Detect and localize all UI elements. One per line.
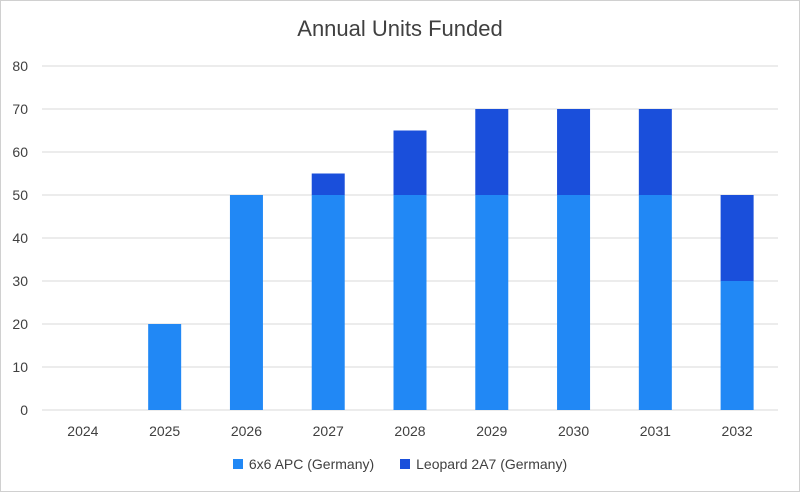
legend-item-6x6-apc: 6x6 APC (Germany)	[232, 456, 375, 472]
bar-6x6-apc-2030	[557, 195, 591, 410]
bar-leopard-2a7-2030	[557, 109, 591, 195]
x-tick-label: 2030	[558, 423, 589, 439]
y-tick-label: 60	[12, 144, 28, 160]
legend-item-leopard-2a7: Leopard 2A7 (Germany)	[400, 456, 567, 472]
x-tick-label: 2029	[476, 423, 507, 439]
y-tick-label: 70	[12, 101, 28, 117]
x-tick-label: 2024	[67, 423, 98, 439]
bar-6x6-apc-2032	[720, 281, 754, 410]
legend-label-leopard-2a7: Leopard 2A7 (Germany)	[416, 456, 568, 472]
chart-title: Annual Units Funded	[297, 16, 503, 41]
y-tick-label: 40	[12, 230, 28, 246]
legend: 6x6 APC (Germany) Leopard 2A7 (Germany)	[0, 456, 800, 472]
x-tick-label: 2026	[231, 423, 262, 439]
y-tick-label: 20	[12, 316, 28, 332]
bar-6x6-apc-2025	[148, 324, 182, 410]
x-tick-label: 2027	[313, 423, 344, 439]
bar-6x6-apc-2026	[229, 195, 263, 410]
bar-6x6-apc-2028	[393, 195, 427, 410]
x-tick-label: 2028	[394, 423, 425, 439]
legend-swatch-6x6-apc	[232, 459, 243, 469]
x-tick-label: 2031	[640, 423, 671, 439]
bar-leopard-2a7-2029	[475, 109, 509, 195]
bar-6x6-apc-2031	[638, 195, 672, 410]
bar-leopard-2a7-2028	[393, 130, 427, 195]
y-tick-label: 0	[20, 402, 28, 418]
bar-6x6-apc-2029	[475, 195, 509, 410]
bar-leopard-2a7-2031	[638, 109, 672, 195]
bar-6x6-apc-2027	[311, 195, 345, 410]
y-tick-label: 30	[12, 273, 28, 289]
legend-swatch-leopard-2a7	[400, 459, 411, 469]
y-tick-label: 50	[12, 187, 28, 203]
bar-leopard-2a7-2032	[720, 195, 754, 281]
x-tick-label: 2032	[722, 423, 753, 439]
y-tick-label: 10	[12, 359, 28, 375]
bar-leopard-2a7-2027	[311, 173, 345, 195]
y-tick-label: 80	[12, 58, 28, 74]
legend-label-6x6-apc: 6x6 APC (Germany)	[248, 456, 375, 472]
x-tick-label: 2025	[149, 423, 180, 439]
